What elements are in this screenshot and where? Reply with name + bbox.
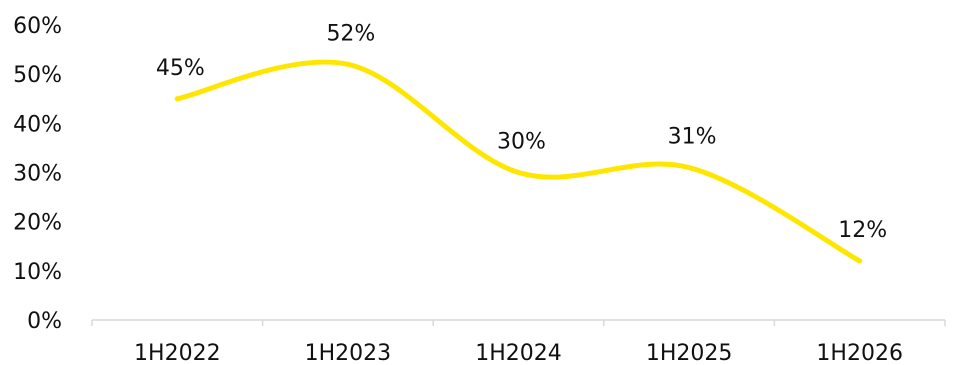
data-label: 30% (497, 130, 546, 155)
data-labels: 45% 52% 30% 31% 12% (156, 21, 887, 243)
data-point (857, 258, 863, 264)
data-point (686, 165, 692, 171)
data-label: 31% (668, 125, 717, 150)
x-axis: 1H2022 1H2023 1H2024 1H2025 1H2026 (91, 319, 946, 365)
data-point (516, 170, 521, 175)
series-layer (174, 59, 863, 264)
x-tick-label: 1H2024 (475, 341, 562, 365)
y-tick-label: 10% (13, 260, 62, 285)
series-line (174, 59, 863, 264)
data-label: 12% (838, 218, 887, 243)
x-tick-label: 1H2022 (134, 341, 221, 365)
y-axis: 0% 10% 20% 30% 40% 50% 60% (13, 14, 62, 334)
y-tick-label: 20% (13, 211, 62, 236)
x-tick-label: 1H2023 (305, 341, 392, 365)
y-tick-label: 40% (13, 112, 62, 137)
y-tick-label: 60% (13, 14, 62, 39)
data-label: 52% (326, 21, 375, 46)
data-label: 45% (156, 56, 205, 81)
y-tick-label: 50% (13, 63, 62, 88)
x-tick-label: 1H2026 (816, 341, 903, 365)
y-tick-label: 0% (27, 309, 62, 334)
data-point (174, 96, 180, 102)
y-tick-label: 30% (13, 162, 62, 187)
data-point (345, 61, 351, 67)
x-tick-label: 1H2025 (646, 341, 733, 365)
